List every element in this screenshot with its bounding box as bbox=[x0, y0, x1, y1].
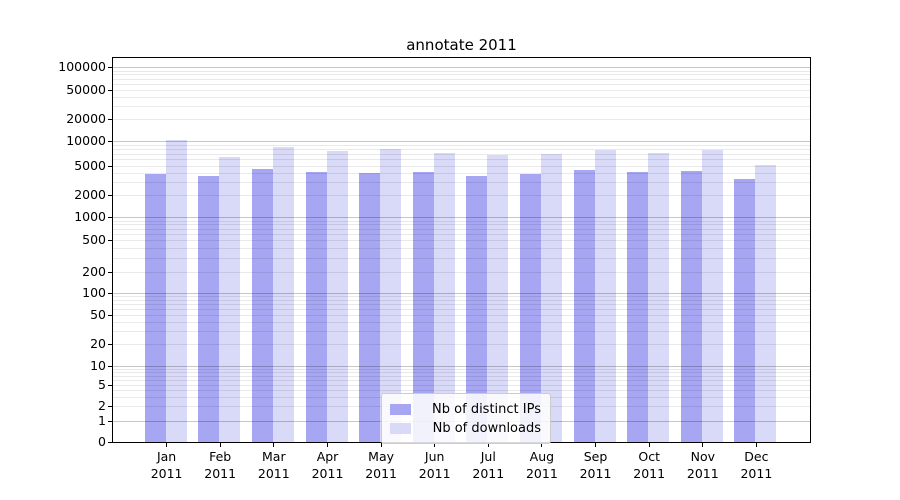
x-tick-mark bbox=[380, 443, 382, 447]
x-tick-label: Jul 2011 bbox=[472, 449, 505, 481]
x-tick-label: Mar 2011 bbox=[257, 449, 290, 481]
y-tick-label: 5000 bbox=[74, 158, 106, 173]
y-tick-mark bbox=[108, 272, 113, 273]
bar-distinct-ips bbox=[305, 171, 327, 442]
bar-distinct-ips bbox=[734, 179, 756, 442]
x-tick-label: Nov 2011 bbox=[686, 449, 719, 481]
bar-distinct-ips bbox=[412, 172, 434, 442]
y-tick-mark bbox=[108, 217, 113, 218]
x-tick-label: Jan 2011 bbox=[150, 449, 183, 481]
y-tick-label: 5 bbox=[98, 377, 106, 392]
y-tick-mark bbox=[108, 365, 113, 367]
y-tick-label: 100000 bbox=[58, 59, 106, 74]
x-tick-mark bbox=[166, 443, 168, 447]
plot-area: Nb of distinct IPs Nb of downloads bbox=[112, 57, 811, 444]
y-tick-label: 10 bbox=[90, 357, 106, 373]
legend-label-distinct-ips: Nb of distinct IPs bbox=[432, 401, 541, 417]
y-tick-mark bbox=[108, 90, 113, 91]
y-tick-label: 1 bbox=[98, 413, 106, 428]
y-tick-label: 50000 bbox=[66, 82, 106, 97]
bar-distinct-ips bbox=[627, 172, 649, 442]
bar-downloads bbox=[594, 149, 616, 442]
bar-downloads bbox=[648, 152, 670, 442]
y-tick-mark bbox=[108, 406, 113, 407]
y-tick-mark bbox=[108, 315, 113, 316]
legend-swatch-distinct-ips bbox=[390, 403, 411, 415]
y-tick-mark bbox=[108, 141, 113, 142]
x-tick-mark bbox=[487, 443, 489, 447]
x-tick-label: Sep 2011 bbox=[579, 449, 612, 481]
x-tick-label: Jun 2011 bbox=[418, 449, 451, 481]
bar-downloads bbox=[326, 150, 348, 442]
y-tick-mark bbox=[108, 240, 113, 241]
y-tick-label: 10000 bbox=[66, 133, 106, 148]
bar-downloads bbox=[755, 164, 777, 442]
x-tick-label: May 2011 bbox=[365, 449, 397, 481]
y-tick-mark bbox=[108, 67, 113, 68]
y-tick-mark bbox=[108, 421, 113, 422]
x-tick-label: Aug 2011 bbox=[525, 449, 558, 481]
bar-downloads bbox=[540, 153, 562, 442]
legend-entry-distinct-ips: Nb of distinct IPs bbox=[390, 400, 541, 418]
y-tick-label: 200 bbox=[82, 264, 106, 279]
x-tick-mark bbox=[541, 443, 543, 447]
bar-distinct-ips bbox=[466, 176, 488, 442]
bar-downloads bbox=[219, 156, 241, 442]
y-tick-label: 20000 bbox=[66, 111, 106, 126]
bar-downloads bbox=[433, 152, 455, 442]
x-tick-label: Feb 2011 bbox=[204, 449, 237, 481]
y-tick-label: 500 bbox=[82, 232, 106, 247]
bar-downloads bbox=[701, 150, 723, 442]
x-tick-label: Oct 2011 bbox=[633, 449, 666, 481]
y-tick-label: 50 bbox=[90, 307, 106, 322]
x-tick-mark bbox=[327, 443, 328, 447]
bar-downloads bbox=[165, 140, 187, 442]
y-tick-mark bbox=[108, 442, 113, 443]
x-tick-mark bbox=[648, 443, 650, 447]
bar-downloads bbox=[380, 149, 402, 442]
x-tick-mark bbox=[702, 443, 704, 447]
x-tick-mark bbox=[434, 443, 436, 447]
chart-title: annotate 2011 bbox=[406, 36, 517, 54]
legend-entry-downloads: Nb of downloads bbox=[390, 419, 541, 437]
bars-layer bbox=[113, 58, 810, 442]
y-tick-label: 20 bbox=[90, 336, 106, 351]
bar-distinct-ips bbox=[359, 173, 381, 442]
y-tick-label: 0 bbox=[98, 434, 106, 449]
x-tick-mark bbox=[273, 443, 275, 447]
y-tick-mark bbox=[108, 119, 113, 120]
bar-distinct-ips bbox=[573, 170, 595, 442]
y-tick-mark bbox=[108, 344, 113, 345]
bar-downloads bbox=[272, 147, 294, 442]
bar-downloads bbox=[487, 155, 509, 442]
bar-distinct-ips bbox=[519, 174, 541, 442]
y-tick-label: 2000 bbox=[74, 187, 106, 202]
y-tick-mark bbox=[108, 385, 113, 386]
x-tick-mark bbox=[219, 443, 221, 447]
legend-swatch-downloads bbox=[390, 422, 411, 434]
x-tick-mark bbox=[755, 443, 757, 447]
y-tick-mark bbox=[108, 166, 113, 167]
legend-label-downloads: Nb of downloads bbox=[432, 420, 541, 436]
bar-distinct-ips bbox=[251, 169, 273, 442]
x-tick-mark bbox=[595, 443, 596, 447]
y-tick-label: 1000 bbox=[74, 209, 106, 224]
legend: Nb of distinct IPs Nb of downloads bbox=[381, 393, 551, 444]
y-tick-mark bbox=[108, 293, 113, 294]
x-tick-label: Apr 2011 bbox=[311, 449, 344, 481]
bar-distinct-ips bbox=[680, 170, 702, 442]
x-tick-label: Dec 2011 bbox=[740, 449, 773, 481]
y-tick-mark bbox=[108, 195, 113, 196]
bar-distinct-ips bbox=[198, 175, 220, 442]
y-tick-label: 100 bbox=[82, 285, 106, 300]
y-tick-label: 2 bbox=[98, 398, 106, 413]
bar-distinct-ips bbox=[144, 173, 166, 442]
